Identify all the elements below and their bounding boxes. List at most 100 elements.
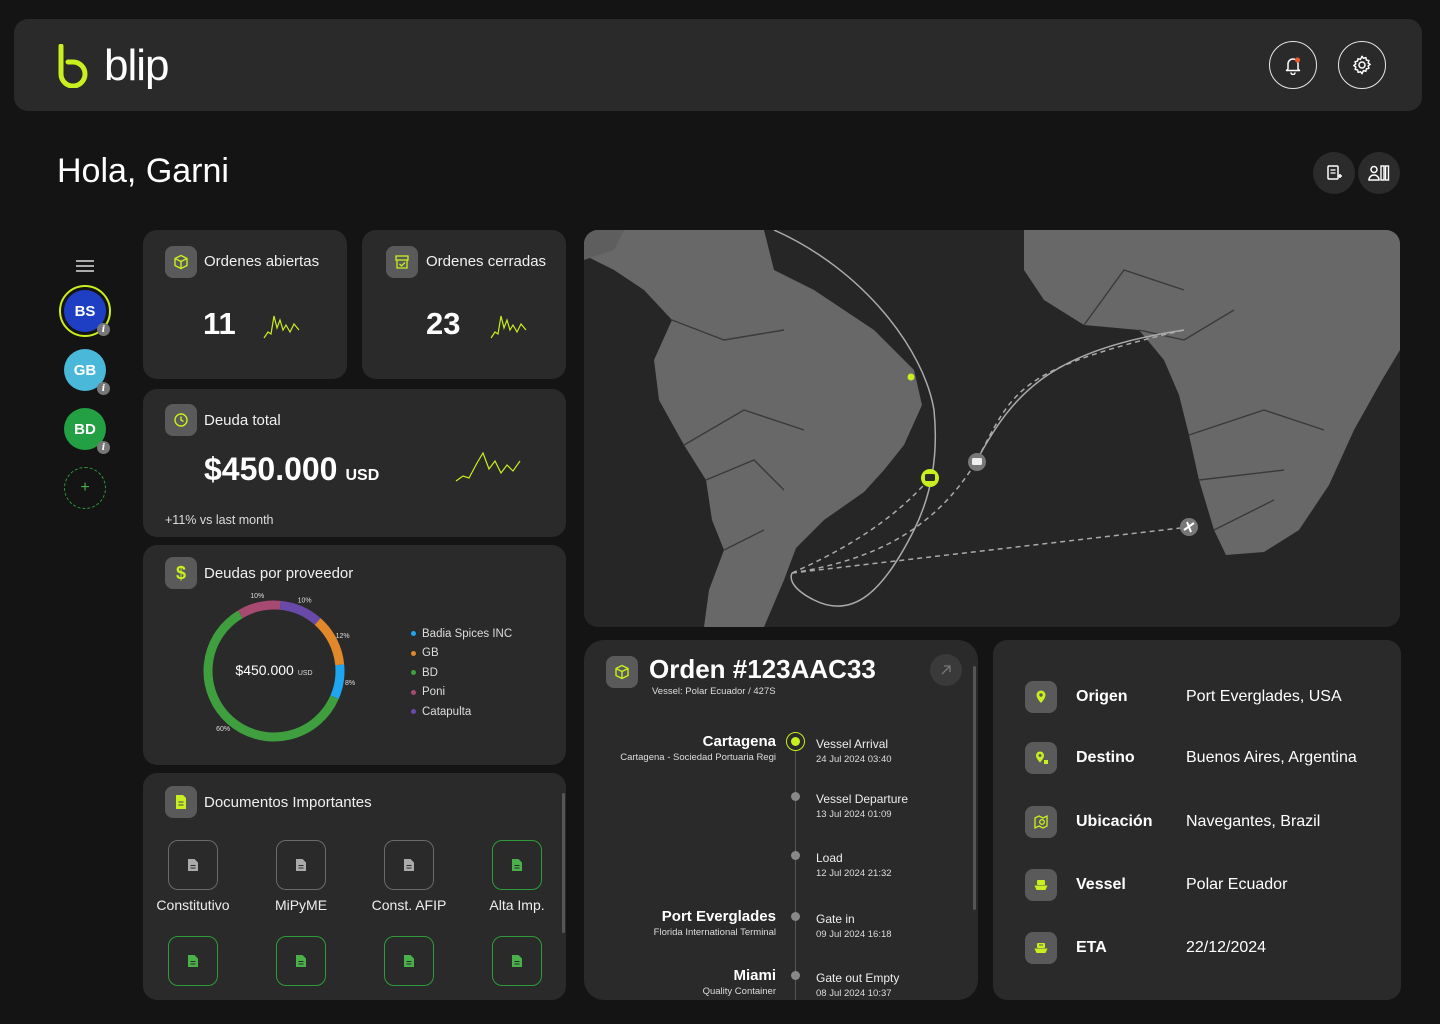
file-icon <box>404 859 414 871</box>
route-dashed-1 <box>791 477 931 574</box>
top-bar: blip <box>14 19 1422 111</box>
scrollbar[interactable] <box>562 793 565 933</box>
donut-slice-poni[interactable] <box>238 600 281 619</box>
info-icon[interactable]: i <box>97 441 110 454</box>
user-list-icon <box>1368 165 1390 181</box>
event-date: 12 Jul 2024 21:32 <box>816 868 892 879</box>
scrollbar[interactable] <box>973 666 976 910</box>
total-debt-card[interactable]: Deuda total $450.000 USD +11% vs last mo… <box>143 389 566 537</box>
sparkline-icon <box>455 451 521 482</box>
open-orders-card[interactable]: Ordenes abiertas 11 <box>143 230 347 379</box>
file-icon <box>296 955 306 967</box>
blip-logo-icon <box>58 44 88 88</box>
user-card-button[interactable] <box>1358 152 1400 194</box>
add-account-button[interactable]: + <box>64 467 106 509</box>
legend-item: Poni <box>411 683 512 703</box>
debts-by-provider-card: $ Deudas por proveedor 8% 60% 10% 10% 12% $4… <box>143 545 566 765</box>
document-button[interactable] <box>384 840 434 890</box>
legend-label: Badia Spices INC <box>422 627 513 640</box>
card-title: Deuda total <box>204 412 281 429</box>
info-icon[interactable]: i <box>97 382 110 395</box>
timeline-dot <box>791 912 800 921</box>
card-title: Deudas por proveedor <box>204 565 354 582</box>
closed-orders-count: 23 <box>426 306 461 341</box>
info-value: 22/12/2024 <box>1186 939 1267 956</box>
bell-icon <box>1285 57 1301 75</box>
plane-icon <box>1183 521 1195 533</box>
shipment-map[interactable] <box>584 230 1400 627</box>
timeline-place: Cartagena Cartagena - Sociedad Portuaria … <box>620 733 776 763</box>
order-card: Orden #123AAC33 Vessel: Polar Ecuador / … <box>584 640 978 1000</box>
timeline-dot <box>791 792 800 801</box>
info-label: ETA <box>1076 939 1107 956</box>
donut-slice-catapulta[interactable] <box>279 600 321 625</box>
notifications-button[interactable] <box>1269 41 1317 89</box>
file-icon <box>188 955 198 967</box>
document-button[interactable] <box>168 936 218 986</box>
info-value: Navegantes, Brazil <box>1186 813 1321 830</box>
document-button[interactable] <box>384 936 434 986</box>
donut-center-currency: USD <box>297 670 313 677</box>
ship-icon <box>972 458 982 465</box>
document-button[interactable] <box>492 840 542 890</box>
file-icon <box>165 786 197 818</box>
sparkline-icon <box>263 315 300 339</box>
origin-marker[interactable] <box>907 373 915 381</box>
document-label: Const. AFIP <box>371 897 447 913</box>
legend-dot <box>411 650 416 656</box>
clock-icon <box>165 404 197 436</box>
total-debt-amount: $450.000 USD <box>204 451 379 488</box>
landmass-south-america <box>584 230 922 627</box>
route-solid-africa <box>975 329 1185 463</box>
timeline-dot-current <box>786 732 805 751</box>
file-icon <box>404 955 414 967</box>
timeline-event: Load 12 Jul 2024 21:32 <box>816 851 892 879</box>
country-borders <box>671 269 1325 551</box>
ship-icon <box>1025 869 1057 901</box>
debt-currency: USD <box>345 467 380 484</box>
legend-item: Catapulta <box>411 702 512 722</box>
open-orders-count: 11 <box>203 306 236 341</box>
debt-value: $450.000 <box>204 451 338 487</box>
closed-orders-card[interactable]: Ordenes cerradas 23 <box>362 230 566 379</box>
slice-label: 8% <box>345 680 355 687</box>
info-label: Destino <box>1076 749 1135 766</box>
ship-clock-icon <box>1025 932 1057 964</box>
avatar-initials: GB <box>73 361 97 379</box>
document-label: Constitutivo <box>156 897 230 913</box>
account-avatar-bd[interactable]: BD i <box>64 408 110 454</box>
donut-slice-badia-spices-inc[interactable] <box>330 664 345 699</box>
document-button[interactable] <box>276 840 326 890</box>
donut-slice-bd[interactable] <box>203 610 339 742</box>
menu-button[interactable] <box>75 259 95 277</box>
route-map[interactable] <box>584 230 1400 627</box>
settings-button[interactable] <box>1338 41 1386 89</box>
document-button[interactable] <box>276 936 326 986</box>
slice-label: 10% <box>298 597 312 604</box>
open-order-button[interactable] <box>930 654 962 686</box>
account-avatar-bs[interactable]: BS i <box>64 290 110 336</box>
event-name: Gate out Empty <box>816 971 900 985</box>
place-detail: Cartagena - Sociedad Portuaria Regi <box>620 752 776 763</box>
legend-item: BD <box>411 663 512 683</box>
gear-icon <box>1353 55 1371 75</box>
account-avatar-gb[interactable]: GB i <box>64 349 110 395</box>
timeline-event: Gate out Empty 08 Jul 2024 10:37 <box>816 971 899 999</box>
event-date: 09 Jul 2024 16:18 <box>816 929 892 940</box>
brand-logo[interactable]: blip <box>56 41 169 91</box>
chart-legend: Badia Spices INC GB BD Poni Catapulta <box>411 624 512 722</box>
event-name: Vessel Arrival <box>816 737 889 751</box>
event-name: Vessel Departure <box>816 792 909 806</box>
timeline-event: Gate in 09 Jul 2024 16:18 <box>816 912 892 940</box>
timeline-event: Vessel Departure 13 Jul 2024 01:09 <box>816 792 908 820</box>
document-button[interactable] <box>168 840 218 890</box>
new-order-button[interactable] <box>1313 152 1355 194</box>
donut-slice-gb[interactable] <box>314 618 345 666</box>
slice-label: 60% <box>216 726 230 733</box>
info-value: Port Everglades, USA <box>1186 688 1342 705</box>
cube-icon <box>165 246 197 278</box>
document-button[interactable] <box>492 936 542 986</box>
info-icon[interactable]: i <box>97 323 110 336</box>
slice-label: 10% <box>250 593 264 600</box>
info-label: Vessel <box>1076 876 1126 893</box>
